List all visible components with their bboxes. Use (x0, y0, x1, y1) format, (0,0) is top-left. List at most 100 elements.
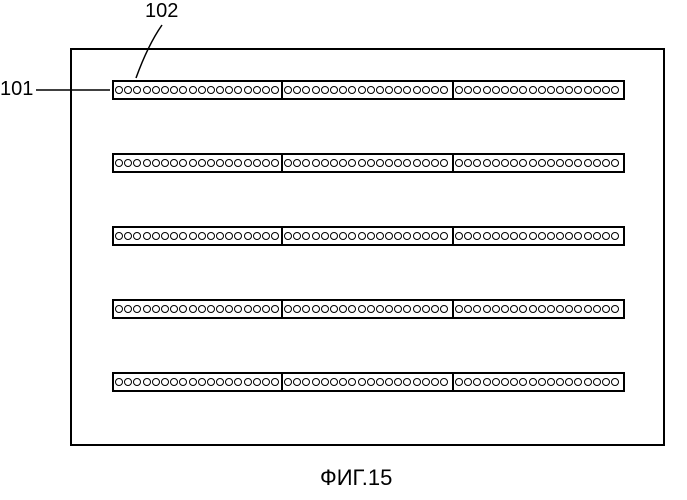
circle-icon (403, 378, 411, 386)
circle-icon (376, 86, 384, 94)
circle-icon (394, 232, 402, 240)
circle-icon (593, 86, 601, 94)
circle-icon (574, 378, 582, 386)
circle-icon (367, 232, 375, 240)
circle-icon (207, 305, 215, 313)
circle-icon (483, 232, 491, 240)
circle-icon (284, 305, 292, 313)
circle-icon (124, 86, 132, 94)
circle-icon (431, 159, 439, 167)
circle-icon (152, 232, 160, 240)
circle-icon (312, 305, 320, 313)
circle-icon (284, 159, 292, 167)
circle-icon (510, 378, 518, 386)
circle-icon (519, 305, 527, 313)
circle-icon (189, 378, 197, 386)
circle-icon (189, 159, 197, 167)
strip-segment (112, 299, 283, 319)
circle-icon (244, 305, 252, 313)
circle-icon (565, 232, 573, 240)
circle-icon (262, 159, 270, 167)
circle-icon (538, 86, 546, 94)
circle-icon (225, 378, 233, 386)
circle-icon (262, 305, 270, 313)
circle-icon (262, 232, 270, 240)
circle-icon (312, 159, 320, 167)
circle-icon (602, 232, 610, 240)
circle-icon (367, 159, 375, 167)
circle-icon (216, 232, 224, 240)
circle-icon (216, 86, 224, 94)
circle-icon (253, 378, 261, 386)
circle-icon (198, 86, 206, 94)
circle-icon (492, 305, 500, 313)
circle-icon (455, 305, 463, 313)
circle-icon (302, 159, 310, 167)
circle-icon (115, 232, 123, 240)
strip-segment (112, 372, 283, 392)
strip-row (112, 299, 625, 319)
circle-icon (376, 159, 384, 167)
circle-icon (464, 232, 472, 240)
strip-segment (454, 226, 625, 246)
circle-icon (422, 159, 430, 167)
circle-icon (473, 378, 481, 386)
circle-icon (385, 378, 393, 386)
circle-icon (253, 305, 261, 313)
circle-icon (431, 232, 439, 240)
circle-icon (207, 86, 215, 94)
circle-icon (565, 86, 573, 94)
circle-icon (312, 86, 320, 94)
circle-icon (198, 232, 206, 240)
circle-icon (216, 305, 224, 313)
circle-icon (152, 159, 160, 167)
circle-icon (284, 86, 292, 94)
circle-icon (547, 86, 555, 94)
circle-icon (293, 86, 301, 94)
circle-icon (529, 305, 537, 313)
circle-icon (565, 305, 573, 313)
circle-icon (385, 305, 393, 313)
strip-segment (283, 153, 454, 173)
circle-icon (115, 378, 123, 386)
circle-icon (413, 305, 421, 313)
circle-icon (367, 378, 375, 386)
label-102: 102 (145, 0, 178, 23)
circle-icon (538, 305, 546, 313)
circle-icon (143, 305, 151, 313)
circle-icon (302, 305, 310, 313)
circle-icon (584, 305, 592, 313)
circle-icon (161, 86, 169, 94)
strip-segment (454, 153, 625, 173)
circle-icon (367, 305, 375, 313)
circle-icon (593, 159, 601, 167)
circle-icon (483, 86, 491, 94)
circle-icon (339, 378, 347, 386)
circle-icon (440, 159, 448, 167)
circle-icon (394, 86, 402, 94)
circle-icon (124, 159, 132, 167)
circle-icon (547, 378, 555, 386)
circle-icon (284, 232, 292, 240)
circle-icon (161, 378, 169, 386)
circle-icon (253, 159, 261, 167)
strip-segment (283, 299, 454, 319)
circle-icon (179, 86, 187, 94)
circle-icon (234, 305, 242, 313)
circle-icon (602, 159, 610, 167)
circle-icon (312, 378, 320, 386)
circle-icon (189, 232, 197, 240)
circle-icon (152, 378, 160, 386)
circle-icon (161, 159, 169, 167)
circle-icon (440, 305, 448, 313)
circle-icon (464, 378, 472, 386)
circle-icon (492, 378, 500, 386)
circle-icon (611, 305, 619, 313)
circle-icon (293, 378, 301, 386)
circle-icon (584, 232, 592, 240)
circle-icon (198, 159, 206, 167)
strip-segment (283, 372, 454, 392)
circle-icon (302, 378, 310, 386)
circle-icon (133, 86, 141, 94)
circle-icon (394, 159, 402, 167)
